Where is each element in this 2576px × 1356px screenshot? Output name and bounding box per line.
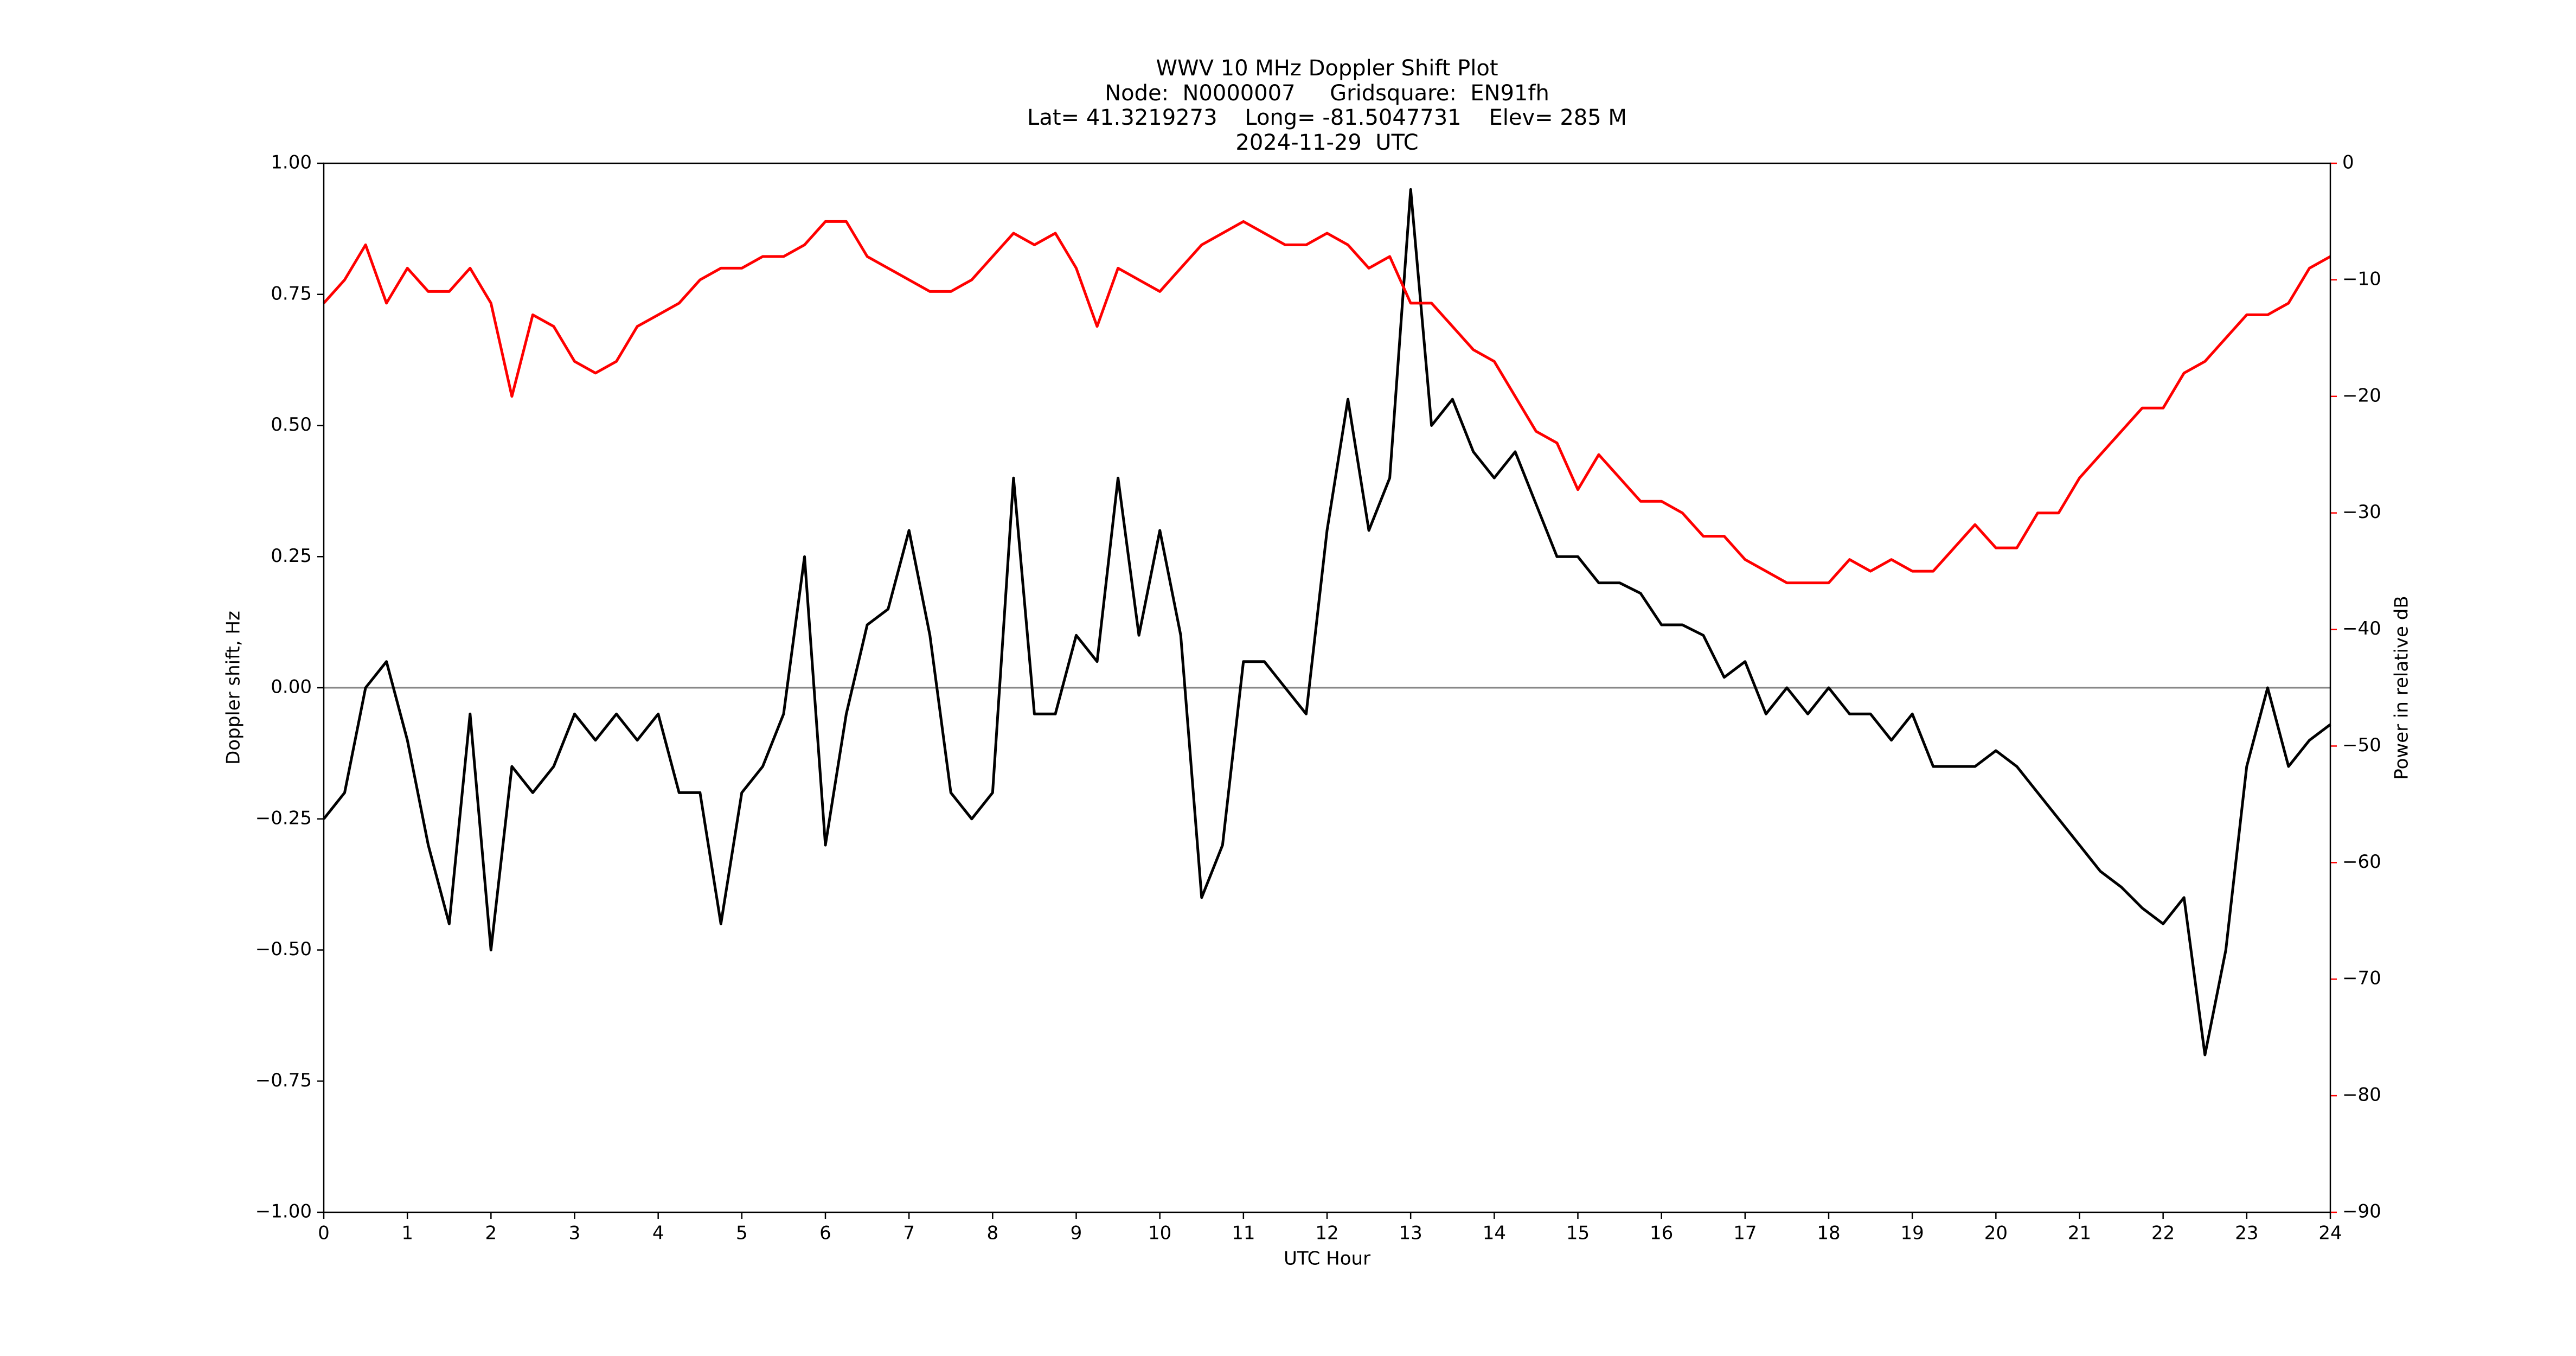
x-tick-label: 17 xyxy=(1733,1223,1757,1244)
y2-axis-label: Power in relative dB xyxy=(2391,596,2413,779)
x-tick-label: 2 xyxy=(485,1223,497,1244)
x-tick-label: 12 xyxy=(1315,1223,1338,1244)
y2-tick-label: −80 xyxy=(2342,1084,2381,1106)
x-tick-label: 21 xyxy=(2068,1223,2091,1244)
y-axis-label: Doppler shift, Hz xyxy=(223,611,245,765)
y2-tick-label: −40 xyxy=(2342,618,2381,639)
y2-tick-label: −50 xyxy=(2342,734,2381,756)
x-tick-label: 3 xyxy=(569,1223,581,1244)
plot-frame xyxy=(323,162,2331,1213)
y-tick-label: 0.50 xyxy=(271,414,312,436)
y-tick-label: −0.75 xyxy=(255,1070,312,1091)
y2-tick-label: −30 xyxy=(2342,501,2381,523)
x-tick-label: 24 xyxy=(2318,1223,2342,1244)
y2-tick-label: 0 xyxy=(2342,152,2354,174)
x-tick-label: 18 xyxy=(1817,1223,1840,1244)
chart-subtitle: Lat= 41.3219273 Long= -81.5047731 Elev= … xyxy=(1027,105,1627,130)
x-tick-label: 15 xyxy=(1566,1223,1590,1244)
x-tick-label: 7 xyxy=(903,1223,915,1244)
x-tick-label: 9 xyxy=(1071,1223,1082,1244)
x-tick-label: 1 xyxy=(401,1223,413,1244)
x-tick-label: 14 xyxy=(1483,1223,1506,1244)
chart-title: WWV 10 MHz Doppler Shift Plot xyxy=(1156,56,1498,81)
x-tick-label: 13 xyxy=(1399,1223,1422,1244)
x-tick-label: 20 xyxy=(1984,1223,2008,1244)
x-axis-label: UTC Hour xyxy=(1284,1248,1370,1270)
series-line xyxy=(323,220,2331,585)
y2-tick-label: −70 xyxy=(2342,968,2381,989)
y-tick-label: 0.25 xyxy=(271,545,312,567)
x-tick-label: 6 xyxy=(819,1223,831,1244)
x-tick-label: 8 xyxy=(987,1223,999,1244)
x-tick-label: 10 xyxy=(1148,1223,1171,1244)
y2-tick-label: −10 xyxy=(2342,268,2381,290)
y-tick-label: −0.25 xyxy=(255,807,312,829)
series-line xyxy=(323,188,2331,1057)
chart-subtitle: 2024-11-29 UTC xyxy=(1235,130,1418,155)
x-tick-label: 5 xyxy=(736,1223,748,1244)
y2-tick-label: −20 xyxy=(2342,385,2381,406)
x-tick-label: 16 xyxy=(1650,1223,1673,1244)
y-tick-label: 0.00 xyxy=(271,676,312,698)
y2-tick-label: −90 xyxy=(2342,1201,2381,1223)
chart-subtitle: Node: N0000007 Gridsquare: EN91fh xyxy=(1105,81,1549,106)
x-tick-label: 4 xyxy=(652,1223,664,1244)
x-tick-label: 0 xyxy=(318,1223,330,1244)
y2-tick-label: −60 xyxy=(2342,851,2381,873)
x-tick-label: 19 xyxy=(1901,1223,1924,1244)
y-tick-label: 1.00 xyxy=(271,152,312,174)
x-tick-label: 22 xyxy=(2151,1223,2175,1244)
x-tick-label: 23 xyxy=(2235,1223,2258,1244)
y-tick-label: 0.75 xyxy=(271,283,312,304)
y-tick-label: −0.50 xyxy=(255,938,312,960)
x-tick-label: 11 xyxy=(1232,1223,1255,1244)
y-tick-label: −1.00 xyxy=(255,1201,312,1223)
